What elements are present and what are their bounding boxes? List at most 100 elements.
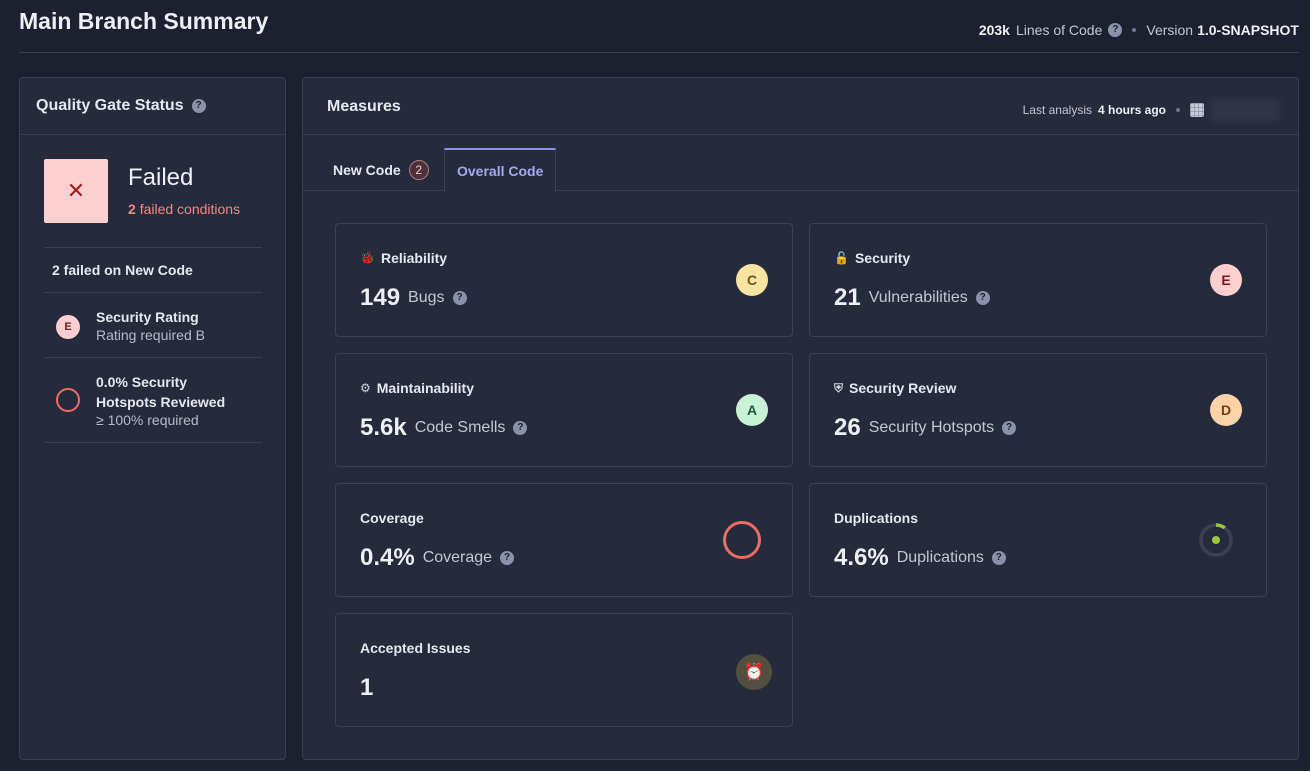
grade-badge[interactable]: C: [736, 264, 768, 296]
metric-value[interactable]: 21: [834, 284, 861, 311]
card-label: ⛨ Security Review: [834, 380, 956, 396]
help-icon[interactable]: ?: [1002, 421, 1017, 435]
lock-icon: 🔓: [834, 251, 849, 265]
failed-conditions-list: 2 failed on New Code E Security Rating R…: [44, 247, 262, 443]
metric-unit: Coverage: [422, 549, 493, 566]
card-title: Duplications: [834, 510, 919, 526]
failed-conditions-header: 2 failed on New Code: [44, 247, 262, 293]
measures-panel: Measures Last analysis 4 hours ago New C…: [302, 77, 1299, 760]
card-value: 1: [360, 674, 373, 702]
snooze-icon: ⏰: [736, 654, 772, 690]
card-coverage[interactable]: Coverage 0.4% Coverage ?: [335, 483, 793, 597]
separator-dot: [1176, 108, 1180, 112]
grade-badge[interactable]: E: [1210, 264, 1242, 296]
help-icon[interactable]: ?: [513, 421, 528, 435]
progress-ring-icon: [56, 388, 80, 412]
metric-value[interactable]: 4.6%: [834, 544, 889, 571]
card-security-review[interactable]: ⛨ Security Review 26 Security Hotspots ?…: [809, 353, 1267, 467]
shield-icon: ⛨: [834, 380, 844, 395]
card-title: Security: [854, 250, 911, 266]
last-analysis-label: Last analysis: [1022, 103, 1092, 117]
gear-icon: ⚙: [360, 381, 371, 395]
card-title: Accepted Issues: [360, 640, 471, 656]
card-value: 0.4% Coverage ?: [360, 544, 515, 572]
help-icon[interactable]: ?: [1108, 23, 1123, 37]
card-label: Coverage: [360, 510, 424, 526]
condition-title: Security Rating: [96, 309, 199, 325]
card-duplications[interactable]: Duplications 4.6% Duplications ?: [809, 483, 1267, 597]
version-value: 1.0-SNAPSHOT: [1197, 22, 1299, 38]
card-value: 26 Security Hotspots ?: [834, 414, 1017, 442]
help-icon[interactable]: ?: [991, 551, 1006, 565]
card-label: 🐞 Reliability: [360, 250, 447, 266]
measures-header: Measures Last analysis 4 hours ago: [303, 78, 1298, 135]
help-icon[interactable]: ?: [191, 99, 206, 113]
coverage-ring-icon: [723, 521, 761, 559]
measures-title: Measures: [327, 98, 401, 115]
last-analysis: Last analysis 4 hours ago: [1023, 98, 1280, 122]
card-value: 4.6% Duplications ?: [834, 544, 1006, 572]
card-reliability[interactable]: 🐞 Reliability 149 Bugs ? C: [335, 223, 793, 337]
header-meta: 203k Lines of Code ? Version 1.0-SNAPSHO…: [979, 22, 1299, 38]
redacted-block: [1210, 98, 1280, 122]
metric-value[interactable]: 26: [834, 414, 861, 441]
metric-unit: Security Hotspots: [868, 419, 995, 436]
card-title: Reliability: [380, 250, 448, 266]
quality-gate-panel: Quality Gate Status ? ✕ Failed 2 failed …: [19, 77, 286, 760]
condition-hotspots-reviewed[interactable]: 0.0% Security Hotspots Reviewed ≥ 100% r…: [44, 358, 262, 443]
metric-unit: Bugs: [408, 289, 445, 306]
tab-count-badge: 2: [408, 159, 429, 180]
failed-x-icon: ✕: [44, 159, 108, 223]
card-label: 🔓 Security: [834, 250, 910, 266]
card-value: 149 Bugs ?: [360, 284, 467, 312]
card-value: 21 Vulnerabilities ?: [834, 284, 990, 312]
tab-label: Overall Code: [457, 163, 544, 179]
failed-label: failed conditions: [139, 201, 241, 217]
metric-unit: Duplications: [896, 549, 984, 566]
failed-count: 2: [128, 201, 136, 217]
grade-badge[interactable]: D: [1210, 394, 1242, 426]
tab-label: New Code: [333, 161, 401, 178]
calendar-icon: [1190, 103, 1204, 117]
condition-security-rating[interactable]: E Security Rating Rating required B: [44, 293, 262, 358]
loc-value: 203k: [978, 22, 1010, 38]
card-accepted-issues[interactable]: Accepted Issues 1 ⏰: [335, 613, 793, 727]
condition-detail: Rating required B: [96, 327, 205, 343]
metric-unit: Code Smells: [414, 419, 506, 436]
card-label: Accepted Issues: [360, 640, 471, 656]
metric-value[interactable]: 5.6k: [360, 414, 407, 441]
rating-badge: E: [56, 315, 80, 339]
quality-gate-title: Quality Gate Status: [36, 97, 184, 114]
duplications-ring-icon: [1199, 523, 1233, 557]
last-analysis-value: 4 hours ago: [1097, 103, 1166, 117]
metric-value[interactable]: 0.4%: [360, 544, 415, 571]
metric-unit: Vulnerabilities: [868, 289, 968, 306]
grade-badge[interactable]: A: [736, 394, 768, 426]
card-value: 5.6k Code Smells ?: [360, 414, 528, 442]
quality-gate-status: ✕ Failed 2 failed conditions: [44, 159, 264, 223]
tab-overall-code[interactable]: Overall Code: [444, 148, 557, 192]
card-title: Coverage: [360, 510, 424, 526]
quality-gate-header: Quality Gate Status ?: [20, 78, 285, 135]
version-label: Version: [1146, 22, 1194, 38]
card-title: Security Review: [849, 380, 957, 396]
metric-value[interactable]: 149: [360, 284, 401, 311]
card-title: Maintainability: [376, 380, 474, 396]
quality-gate-status-text: Failed: [128, 164, 194, 191]
card-label: ⚙ Maintainability: [360, 380, 474, 396]
card-label: Duplications: [834, 510, 918, 526]
card-maintainability[interactable]: ⚙ Maintainability 5.6k Code Smells ? A: [335, 353, 793, 467]
help-icon[interactable]: ?: [452, 291, 467, 305]
bug-icon: 🐞: [360, 251, 375, 265]
card-security[interactable]: 🔓 Security 21 Vulnerabilities ? E: [809, 223, 1267, 337]
page-title: Main Branch Summary: [19, 8, 269, 34]
tab-new-code[interactable]: New Code 2: [321, 148, 441, 191]
help-icon[interactable]: ?: [975, 291, 990, 305]
metric-value[interactable]: 1: [360, 674, 374, 701]
page-header: Main Branch Summary 203k Lines of Code ?…: [19, 0, 1299, 53]
measures-tabs: New Code 2 Overall Code: [303, 135, 1298, 192]
failed-conditions-link[interactable]: 2 failed conditions: [128, 201, 240, 217]
help-icon[interactable]: ?: [500, 551, 515, 565]
loc-label: Lines of Code: [1015, 22, 1103, 38]
separator-dot: [1132, 28, 1137, 32]
